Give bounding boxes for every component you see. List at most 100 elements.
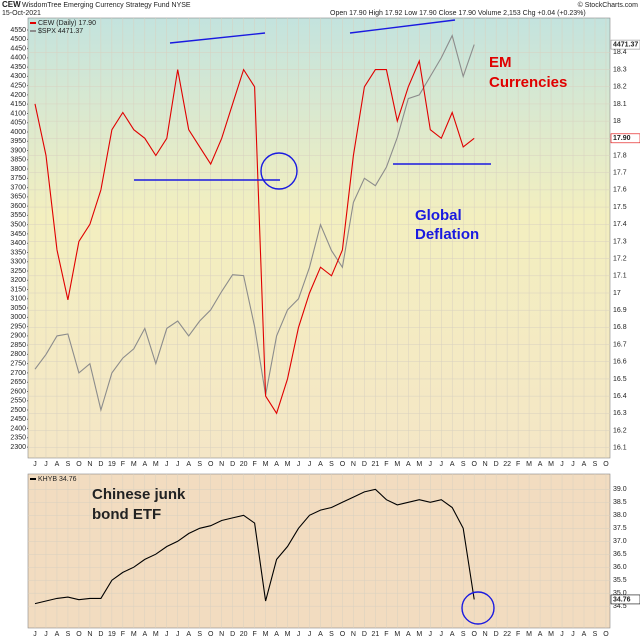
x-tick-label: O bbox=[340, 461, 346, 468]
x-tick-label: O bbox=[603, 631, 609, 638]
y-tick-label: 2400 bbox=[10, 425, 26, 432]
x-tick-label: J bbox=[440, 461, 444, 468]
x-tick-label: A bbox=[186, 631, 191, 638]
y-tick-label: 3150 bbox=[10, 286, 26, 293]
x-tick-label: 20 bbox=[240, 631, 248, 638]
x-tick-label: N bbox=[87, 631, 92, 638]
y-tick-label: 4300 bbox=[10, 73, 26, 80]
x-tick-label: F bbox=[121, 631, 125, 638]
x-tick-label: 20 bbox=[240, 461, 248, 468]
annotation: Chinese junk bbox=[92, 486, 186, 503]
x-tick-label: A bbox=[406, 461, 411, 468]
lines bbox=[34, 34, 475, 605]
y-tick-label: 2800 bbox=[10, 351, 26, 358]
annotation: EM bbox=[489, 54, 512, 71]
y-tick-label: 2950 bbox=[10, 323, 26, 330]
y-tick-label: 3050 bbox=[10, 305, 26, 312]
x-tick-label: D bbox=[230, 631, 235, 638]
y2-tick-label: 16.4 bbox=[613, 393, 627, 400]
x-tick-label: S bbox=[329, 631, 334, 638]
x-tick-label: O bbox=[208, 631, 214, 638]
x-tick-label: J bbox=[33, 461, 37, 468]
x-tick-label: A bbox=[186, 461, 191, 468]
x-tick-label: D bbox=[494, 631, 499, 638]
series-line bbox=[34, 488, 475, 605]
x-tick-label: M bbox=[131, 631, 137, 638]
x-tick-label: F bbox=[516, 461, 520, 468]
y-tick-label: 2850 bbox=[10, 342, 26, 349]
x-tick-label: J bbox=[308, 631, 312, 638]
y-tick-label: 3700 bbox=[10, 184, 26, 191]
y-tick-label: 3450 bbox=[10, 231, 26, 238]
y2-tick-label: 16.2 bbox=[613, 427, 627, 434]
y-tick-label: 3550 bbox=[10, 212, 26, 219]
x-tick-label: 22 bbox=[503, 631, 511, 638]
x-tick-label: O bbox=[76, 461, 82, 468]
price-tag-label: 34.76 bbox=[613, 596, 631, 603]
y-tick-label: 3750 bbox=[10, 175, 26, 182]
y-tick-label: 3900 bbox=[10, 147, 26, 154]
x-tick-label: F bbox=[121, 461, 125, 468]
y-tick-label: 2750 bbox=[10, 361, 26, 368]
annotation: Currencies bbox=[489, 74, 567, 91]
y2-tick-label: 17.1 bbox=[613, 273, 627, 280]
price-tag-label: 17.90 bbox=[613, 135, 631, 142]
y2-tick-label: 17.5 bbox=[613, 204, 627, 211]
x-tick-label: M bbox=[548, 461, 554, 468]
legend-label: $SPX 4471.37 bbox=[38, 28, 83, 35]
trend-lines bbox=[134, 19, 495, 625]
x-tick-label: A bbox=[274, 461, 279, 468]
price-tag bbox=[610, 594, 640, 605]
y-tick-label: 3000 bbox=[10, 314, 26, 321]
x-tick-label: N bbox=[87, 461, 92, 468]
y-tick-label: 3800 bbox=[10, 166, 26, 173]
x-tick-label: A bbox=[582, 461, 587, 468]
x-tick-label: J bbox=[33, 631, 37, 638]
x-tick-label: S bbox=[66, 631, 71, 638]
x-tick-label: M bbox=[153, 461, 159, 468]
x-tick-label: N bbox=[219, 461, 224, 468]
annotation: Deflation bbox=[415, 226, 479, 243]
y2-tick-label: 18.3 bbox=[613, 66, 627, 73]
x-tick-label: S bbox=[461, 461, 466, 468]
y-tick-label: 2500 bbox=[10, 407, 26, 414]
x-tick-label: D bbox=[230, 461, 235, 468]
y-tick-label: 2350 bbox=[10, 435, 26, 442]
y-tick-label: 2650 bbox=[10, 379, 26, 386]
y-tick-label: 2300 bbox=[10, 444, 26, 451]
y-tick-label: 2550 bbox=[10, 398, 26, 405]
y-tick-label: 2700 bbox=[10, 370, 26, 377]
x-tick-label: 22 bbox=[503, 461, 511, 468]
x-tick-label: S bbox=[593, 631, 598, 638]
x-tick-label: A bbox=[55, 631, 60, 638]
x-tick-label: F bbox=[516, 631, 520, 638]
y-tick-label: 4250 bbox=[10, 82, 26, 89]
x-tick-label: A bbox=[582, 631, 587, 638]
x-tick-label: A bbox=[538, 461, 543, 468]
x-tick-label: 19 bbox=[108, 461, 116, 468]
x-tick-label: A bbox=[142, 461, 147, 468]
y-tick-label: 4050 bbox=[10, 120, 26, 127]
y2-tick-label: 17.7 bbox=[613, 170, 627, 177]
y2-tick-label: 17.4 bbox=[613, 221, 627, 228]
y2-tick-label: 34.5 bbox=[613, 603, 627, 610]
x-tick-label: M bbox=[394, 461, 400, 468]
x-tick-label: O bbox=[208, 461, 214, 468]
x-tick-label: N bbox=[351, 631, 356, 638]
x-tick-label: S bbox=[329, 461, 334, 468]
y-tick-label: 3350 bbox=[10, 249, 26, 256]
x-tick-label: S bbox=[66, 461, 71, 468]
price-tag-label: 4471.37 bbox=[613, 41, 638, 48]
x-tick-label: J bbox=[297, 631, 301, 638]
trend-line bbox=[349, 19, 456, 34]
y-tick-label: 4000 bbox=[10, 129, 26, 136]
y-tick-label: 4400 bbox=[10, 55, 26, 62]
x-tick-label: M bbox=[131, 461, 137, 468]
y2-tick-label: 16.1 bbox=[613, 445, 627, 452]
x-tick-label: N bbox=[483, 631, 488, 638]
x-tick-label: J bbox=[571, 461, 575, 468]
x-tick-label: J bbox=[440, 631, 444, 638]
x-tick-label: N bbox=[483, 461, 488, 468]
x-tick-label: D bbox=[362, 631, 367, 638]
y2-tick-label: 36.0 bbox=[613, 564, 627, 571]
